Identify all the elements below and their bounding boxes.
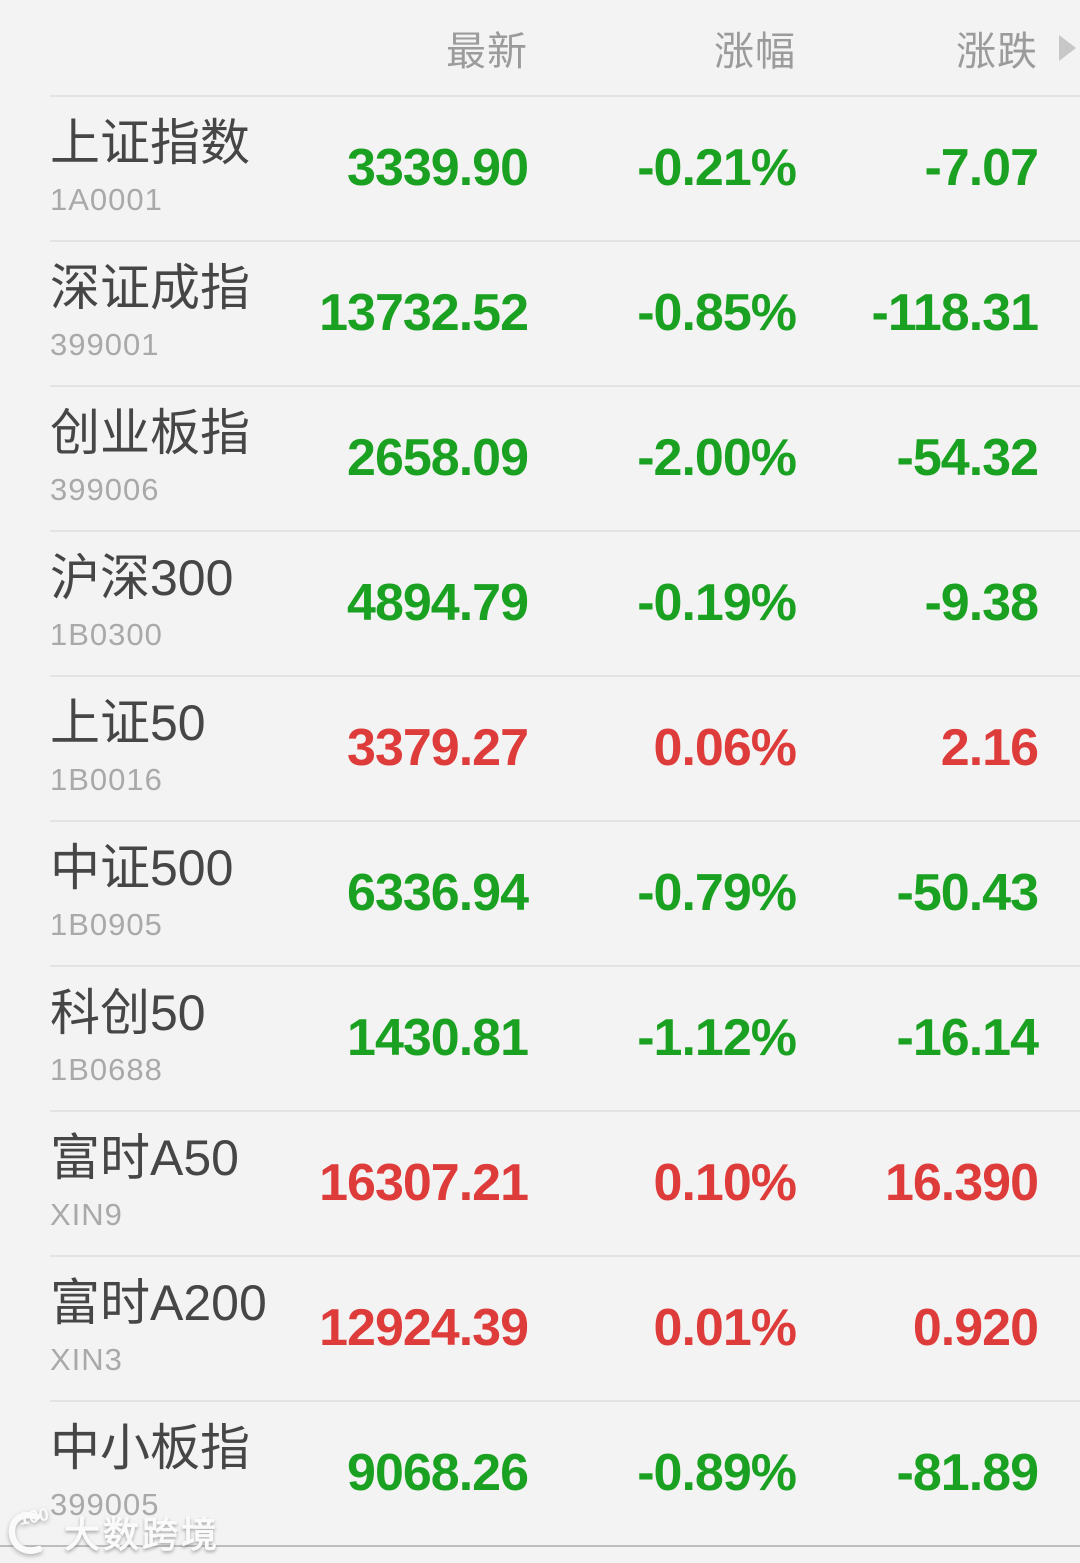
change-percent: -0.19% [637, 573, 797, 632]
change-percent: -0.79% [637, 863, 797, 922]
last-price: 3339.90 [347, 138, 529, 197]
index-row[interactable]: 富时A200 XIN3 12924.39 0.01% 0.920 [0, 1255, 1080, 1400]
index-code: XIN3 [50, 1341, 123, 1377]
index-name-block: 富时A200 XIN3 [50, 1277, 280, 1378]
index-name-block: 深证成指 399001 [50, 262, 280, 363]
change-value: -16.14 [896, 1008, 1039, 1067]
change-value: -7.07 [924, 138, 1039, 197]
index-code: XIN9 [50, 1196, 123, 1232]
watermark: 100 大数跨境 [6, 1506, 220, 1558]
index-row[interactable]: 创业板指 399006 2658.09 -2.00% -54.32 [0, 385, 1080, 530]
change-percent: -2.00% [637, 428, 797, 487]
watermark-logo-icon: 100 [8, 1506, 50, 1554]
last-price: 16307.21 [319, 1153, 529, 1212]
index-name: 科创50 [50, 985, 206, 1042]
index-row[interactable]: 中证500 1B0905 6336.94 -0.79% -50.43 [0, 820, 1080, 965]
index-name-block: 沪深300 1B0300 [50, 552, 280, 653]
index-code: 1B0688 [50, 1051, 163, 1087]
last-price: 4894.79 [347, 573, 529, 632]
last-price: 12924.39 [319, 1298, 529, 1357]
change-value: -50.43 [896, 863, 1039, 922]
index-name: 富时A50 [50, 1130, 239, 1187]
column-header-change[interactable]: 涨跌 [956, 29, 1038, 74]
index-row[interactable]: 中小板指 399005 9068.26 -0.89% -81.89 [0, 1400, 1080, 1545]
column-header-last[interactable]: 最新 [446, 29, 528, 74]
change-percent: 0.10% [653, 1153, 797, 1212]
index-name-block: 上证50 1B0016 [50, 697, 280, 798]
index-name-block: 上证指数 1A0001 [50, 117, 280, 218]
last-price: 6336.94 [347, 863, 529, 922]
change-value: -9.38 [924, 573, 1039, 632]
index-code: 1B0300 [50, 616, 163, 652]
index-code: 399006 [50, 471, 160, 507]
index-name: 沪深300 [50, 550, 234, 607]
index-code: 1A0001 [50, 181, 163, 217]
index-name-block: 科创50 1B0688 [50, 987, 280, 1088]
last-price: 2658.09 [347, 428, 529, 487]
change-value: 0.920 [912, 1298, 1039, 1357]
index-row[interactable]: 科创50 1B0688 1430.81 -1.12% -16.14 [0, 965, 1080, 1110]
index-name: 中证500 [50, 840, 234, 897]
index-name: 中小板指 [50, 1420, 250, 1477]
change-percent: 0.06% [653, 718, 797, 777]
index-code: 399005 [50, 1486, 160, 1522]
index-row[interactable]: 沪深300 1B0300 4894.79 -0.19% -9.38 [0, 530, 1080, 675]
last-price: 3379.27 [347, 718, 529, 777]
list-header: 最新 涨幅 涨跌 [0, 0, 1080, 95]
index-row[interactable]: 上证50 1B0016 3379.27 0.06% 2.16 [0, 675, 1080, 820]
change-percent: -0.85% [637, 283, 797, 342]
change-value: 16.390 [884, 1153, 1039, 1212]
index-name: 上证50 [50, 695, 206, 752]
index-name: 上证指数 [50, 115, 250, 172]
index-code: 1B0905 [50, 906, 163, 942]
index-name-block: 中证500 1B0905 [50, 842, 280, 943]
index-row[interactable]: 深证成指 399001 13732.52 -0.85% -118.31 [0, 240, 1080, 385]
last-price: 13732.52 [319, 283, 529, 342]
index-name: 创业板指 [50, 405, 250, 462]
change-value: -81.89 [896, 1443, 1039, 1502]
index-row[interactable]: 上证指数 1A0001 3339.90 -0.21% -7.07 [0, 95, 1080, 240]
change-value: -118.31 [871, 283, 1040, 342]
watermark-text: 大数跨境 [64, 1514, 221, 1555]
change-percent: -1.12% [637, 1008, 797, 1067]
change-value: -54.32 [896, 428, 1039, 487]
change-percent: 0.01% [653, 1298, 797, 1357]
index-code: 1B0016 [50, 761, 163, 797]
bottom-divider [0, 1545, 1080, 1547]
index-rows: 上证指数 1A0001 3339.90 -0.21% -7.07 深证成指 39… [0, 95, 1080, 1545]
watermark-logo-number: 100 [17, 1506, 50, 1529]
index-name: 深证成指 [50, 260, 250, 317]
index-name-block: 富时A50 XIN9 [50, 1132, 280, 1233]
change-percent: -0.21% [637, 138, 797, 197]
column-header-change-percent[interactable]: 涨幅 [714, 29, 796, 74]
chevron-right-icon[interactable] [1059, 34, 1076, 61]
last-price: 1430.81 [347, 1008, 529, 1067]
index-name-block: 中小板指 399005 [50, 1422, 280, 1523]
index-name-block: 创业板指 399006 [50, 407, 280, 508]
change-percent: -0.89% [637, 1443, 797, 1502]
index-row[interactable]: 富时A50 XIN9 16307.21 0.10% 16.390 [0, 1110, 1080, 1255]
index-name: 富时A200 [50, 1275, 267, 1332]
index-code: 399001 [50, 326, 160, 362]
change-value: 2.16 [940, 718, 1039, 777]
last-price: 9068.26 [347, 1443, 529, 1502]
